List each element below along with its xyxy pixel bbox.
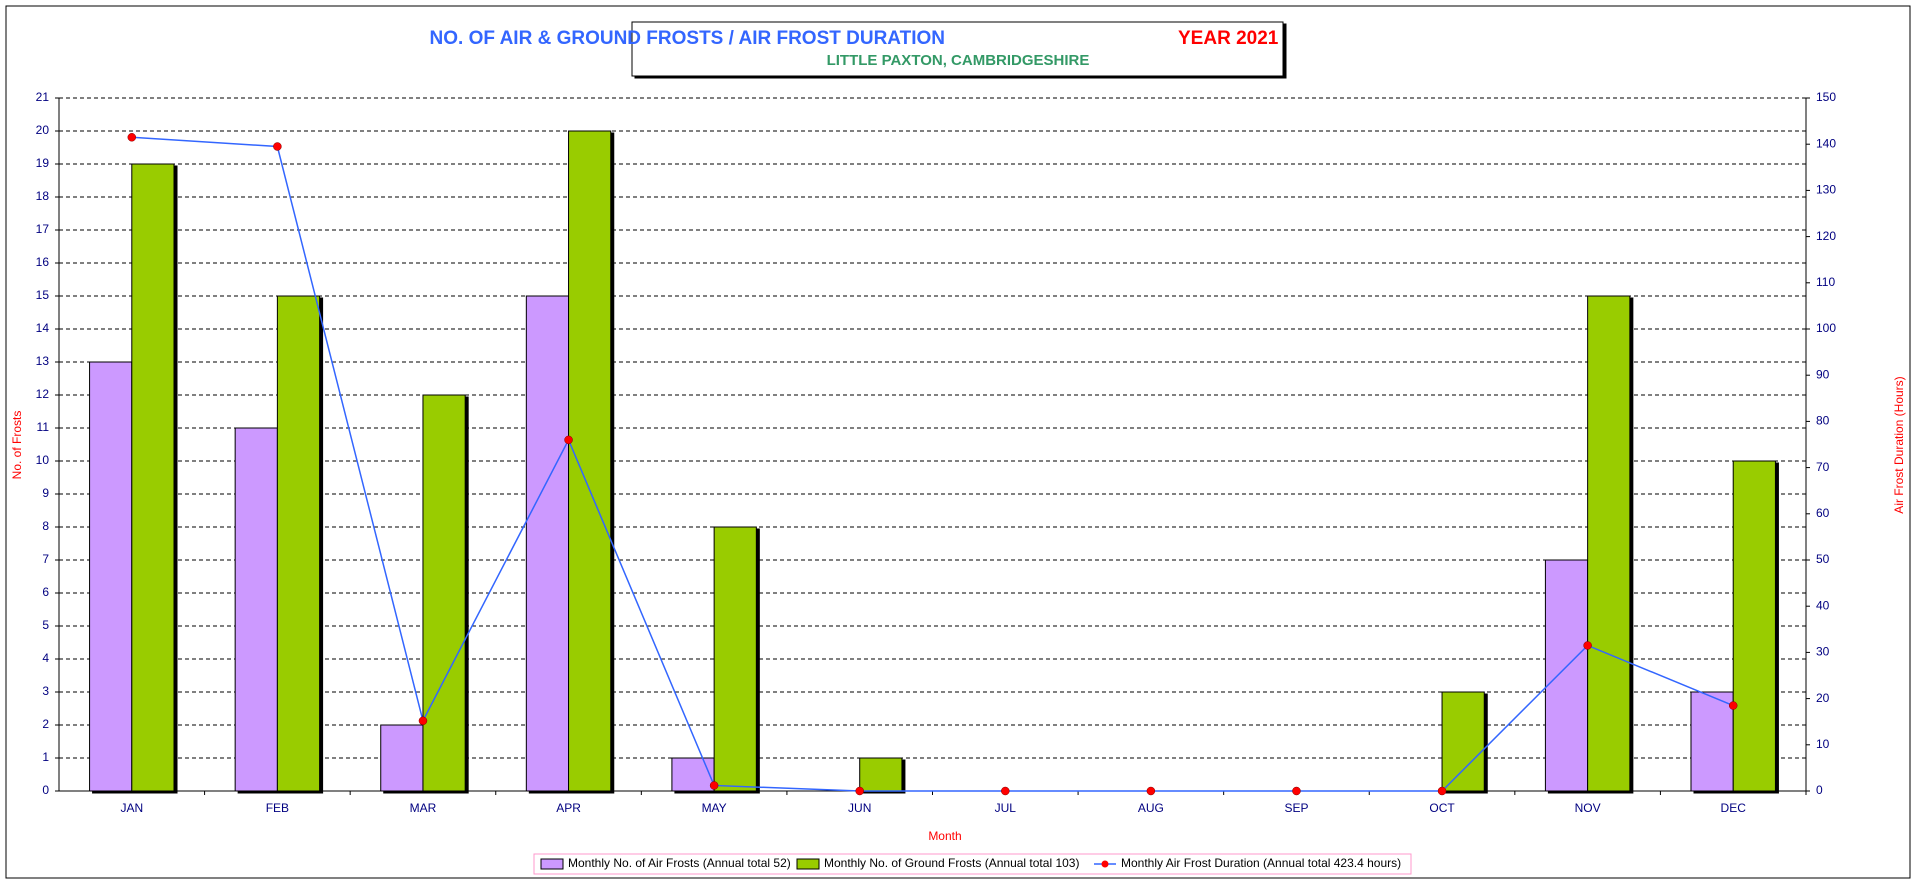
- y-tick-label: 11: [37, 420, 50, 434]
- y2-tick-label: 20: [1816, 691, 1830, 705]
- y2-tick-label: 130: [1816, 183, 1836, 197]
- y-axis-label: No. of Frosts: [10, 411, 24, 480]
- y-tick-label: 19: [36, 156, 50, 170]
- y-tick-label: 8: [42, 519, 49, 533]
- y-tick-label: 5: [42, 618, 49, 632]
- y2-tick-label: 90: [1816, 367, 1830, 381]
- x-tick-label: DEC: [1721, 801, 1747, 815]
- y-tick-label: 10: [36, 453, 50, 467]
- y2-tick-label: 120: [1816, 229, 1836, 243]
- y2-tick-label: 60: [1816, 506, 1830, 520]
- y2-tick-label: 50: [1816, 552, 1830, 566]
- y-tick-label: 6: [42, 585, 49, 599]
- y-tick-label: 3: [42, 684, 49, 698]
- bar: [1544, 559, 1589, 792]
- title-box: [631, 21, 1284, 77]
- bar: [568, 130, 612, 792]
- x-tick-label: APR: [556, 801, 581, 815]
- y2-tick-label: 150: [1816, 90, 1836, 104]
- y-tick-label: 1: [42, 750, 49, 764]
- legend-swatch: [796, 858, 820, 870]
- line-marker: [1146, 786, 1156, 796]
- bar: [276, 295, 321, 792]
- bar: [671, 757, 715, 792]
- x-tick-label: MAR: [410, 801, 437, 815]
- x-tick-label: NOV: [1575, 801, 1601, 815]
- y-tick-label: 14: [36, 321, 50, 335]
- line-marker: [1437, 786, 1447, 796]
- y2-tick-label: 10: [1816, 737, 1830, 751]
- chart-subtitle: LITTLE PAXTON, CAMBRIDGESHIRE: [827, 52, 1090, 69]
- bar: [1690, 691, 1734, 792]
- chart-title: NO. OF AIR & GROUND FROSTS / AIR FROST D…: [430, 28, 945, 49]
- y2-tick-label: 110: [1816, 275, 1835, 289]
- y-tick-label: 16: [36, 255, 50, 269]
- x-tick-label: JUN: [848, 801, 871, 815]
- legend-label: Monthly No. of Air Frosts (Annual total …: [568, 856, 791, 870]
- bar: [1587, 295, 1631, 792]
- y-tick-label: 4: [42, 651, 49, 665]
- y2-tick-label: 140: [1816, 136, 1836, 150]
- bar: [859, 757, 903, 792]
- y-tick-label: 12: [36, 387, 50, 401]
- legend-label: Monthly No. of Ground Frosts (Annual tot…: [824, 856, 1079, 870]
- bar: [1441, 691, 1485, 792]
- line-marker: [1728, 701, 1738, 710]
- bar: [713, 526, 757, 792]
- y-tick-label: 7: [42, 552, 49, 566]
- y2-axis-label: Air Frost Duration (Hours): [1892, 376, 1906, 513]
- line-marker: [418, 716, 428, 726]
- line: [131, 136, 1734, 792]
- line-marker: [709, 781, 719, 790]
- y-tick-label: 13: [36, 354, 50, 368]
- y2-tick-label: 80: [1816, 414, 1830, 428]
- y2-tick-label: 40: [1816, 598, 1830, 612]
- legend-label: Monthly Air Frost Duration (Annual total…: [1121, 856, 1401, 870]
- bar: [89, 361, 133, 792]
- y-tick-label: 0: [42, 783, 49, 797]
- y-tick-label: 2: [42, 717, 49, 731]
- y2-tick-label: 100: [1816, 321, 1836, 335]
- y-tick-label: 20: [36, 123, 50, 137]
- x-tick-label: JAN: [120, 801, 143, 815]
- bar: [131, 163, 175, 792]
- line-marker: [564, 435, 573, 445]
- bar: [525, 295, 570, 792]
- line-marker: [273, 142, 282, 151]
- chart-title-year: YEAR 2021: [1178, 28, 1279, 49]
- bar: [380, 724, 424, 792]
- x-tick-label: SEP: [1284, 801, 1308, 815]
- y-tick-label: 18: [36, 189, 50, 203]
- bar: [234, 427, 278, 792]
- x-tick-label: OCT: [1429, 801, 1455, 815]
- y-tick-label: 21: [36, 90, 50, 104]
- legend-marker: [1101, 860, 1109, 868]
- x-tick-label: JUL: [995, 801, 1017, 815]
- bar: [1732, 460, 1776, 792]
- y2-tick-label: 0: [1816, 783, 1823, 797]
- y-tick-label: 17: [36, 222, 50, 236]
- x-axis-label: Month: [928, 829, 961, 843]
- y-tick-label: 9: [42, 486, 49, 500]
- y2-tick-label: 30: [1816, 645, 1830, 659]
- x-tick-label: FEB: [266, 801, 289, 815]
- line-marker: [127, 133, 137, 142]
- line-marker: [1292, 786, 1301, 796]
- line-marker: [1001, 786, 1010, 796]
- bar: [422, 394, 466, 792]
- legend-swatch: [540, 858, 564, 870]
- y2-tick-label: 70: [1816, 460, 1830, 474]
- x-tick-label: MAY: [702, 801, 727, 815]
- y-tick-label: 15: [36, 288, 50, 302]
- legend-box: [533, 853, 1412, 875]
- line-marker: [1583, 641, 1592, 650]
- x-tick-label: AUG: [1138, 801, 1164, 815]
- line-marker: [855, 786, 864, 796]
